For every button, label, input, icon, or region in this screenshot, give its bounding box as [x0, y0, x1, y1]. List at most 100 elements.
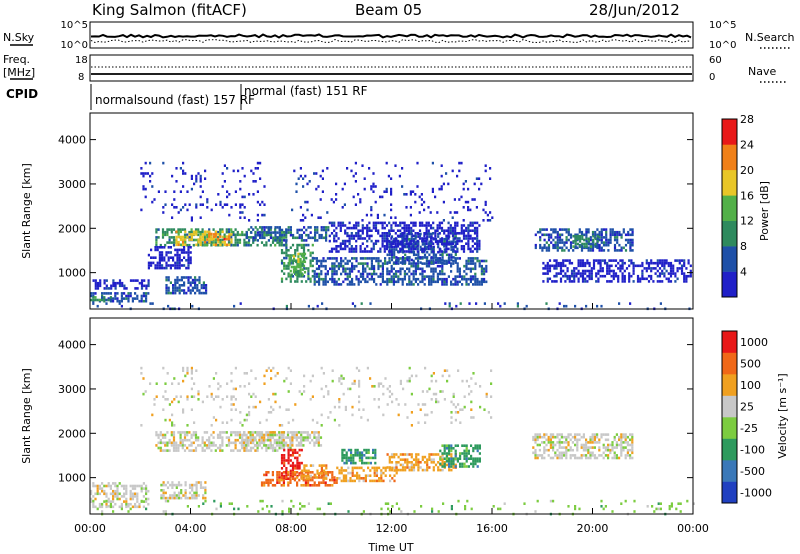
power-cell [598, 233, 601, 237]
power-cell [437, 235, 440, 238]
power-cell [191, 289, 194, 292]
velocity-cell [183, 431, 187, 434]
power-cell [199, 174, 202, 178]
velocity-cell [549, 499, 552, 503]
power-cell [440, 185, 443, 188]
velocity-cell [426, 468, 429, 472]
power-cell [226, 243, 229, 247]
velocity-cell [467, 465, 470, 468]
velocity-cell [476, 449, 479, 453]
power-cell [319, 216, 322, 219]
power-cell [155, 236, 158, 239]
power-cell [289, 269, 292, 273]
velocity-cell [125, 500, 128, 503]
power-cell [241, 233, 244, 237]
power-cell [420, 193, 423, 196]
velocity-cell [309, 474, 312, 478]
velocity-cell [631, 443, 634, 447]
power-cell [601, 267, 604, 270]
power-cell [408, 280, 411, 284]
power-cell [685, 277, 688, 281]
power-cell [429, 226, 433, 230]
velocity-cell [417, 461, 420, 464]
power-cell [361, 232, 364, 235]
power-cell [316, 228, 319, 232]
power-cell [596, 240, 599, 243]
velocity-cell [285, 469, 288, 473]
power-cell [311, 275, 314, 278]
velocity-cell [274, 484, 277, 487]
velocity-cell [205, 446, 209, 450]
velocity-cell [450, 465, 453, 468]
power-cell [223, 240, 226, 244]
velocity-cell [177, 382, 180, 385]
power-cell [393, 248, 396, 251]
power-cell [680, 259, 684, 262]
power-cell [539, 243, 542, 247]
power-cell [557, 264, 560, 268]
power-cell [685, 274, 688, 278]
power-cell [418, 195, 421, 199]
power-cell [300, 243, 303, 247]
velocity-cell [569, 438, 572, 442]
power-cell [599, 274, 602, 278]
velocity-cell [208, 441, 211, 445]
power-cell [149, 174, 152, 178]
noise-sky-label: N.Sky [3, 31, 35, 44]
velocity-cell [184, 481, 187, 484]
velocity-cell [184, 483, 187, 487]
velocity-cell [166, 441, 169, 445]
power-cell [654, 261, 657, 265]
velocity-cell [221, 444, 224, 447]
velocity-cell [296, 471, 299, 474]
power-cell [478, 242, 481, 245]
power-cell [184, 240, 187, 244]
velocity-cell [267, 436, 270, 439]
velocity-cell [443, 447, 446, 450]
velocity-cell [408, 468, 411, 472]
velocity-cell [333, 418, 336, 422]
power-cell [390, 250, 393, 253]
power-cell [469, 275, 472, 278]
velocity-cell [118, 497, 121, 501]
velocity-cell [615, 443, 618, 447]
power-cell [445, 283, 448, 286]
power-cell [342, 267, 345, 271]
power-cell [443, 248, 446, 251]
velocity-cell [410, 455, 413, 459]
velocity-cell [582, 433, 585, 436]
power-cell [161, 228, 165, 231]
power-cell [285, 239, 288, 242]
power-cell [366, 234, 369, 238]
power-cell [296, 231, 299, 234]
power-cell [184, 243, 187, 247]
velocity-cell [98, 492, 101, 496]
power-cell [672, 272, 675, 275]
velocity-cell [242, 433, 246, 437]
power-cell [573, 280, 576, 283]
power-cell [377, 257, 380, 260]
power-cell [410, 235, 413, 238]
power-cell [581, 261, 585, 265]
power-cell [440, 187, 443, 191]
velocity-cell [114, 492, 117, 496]
velocity-cell [192, 449, 195, 452]
velocity-cell [303, 464, 306, 467]
power-cell [328, 221, 331, 225]
velocity-cell [179, 444, 182, 447]
power-cell [324, 259, 327, 263]
power-cell [394, 224, 397, 227]
velocity-cell [454, 444, 457, 447]
velocity-cell [340, 382, 343, 385]
power-cell [463, 277, 466, 281]
power-cell [164, 233, 167, 237]
power-cell [167, 289, 170, 292]
velocity-cell [180, 491, 183, 495]
power-cell [627, 238, 630, 242]
power-cell [179, 167, 182, 170]
velocity-cell [140, 366, 143, 370]
velocity-cell [286, 436, 290, 439]
velocity-cell [159, 438, 162, 442]
power-cell [562, 261, 565, 265]
velocity-cell [467, 457, 470, 460]
